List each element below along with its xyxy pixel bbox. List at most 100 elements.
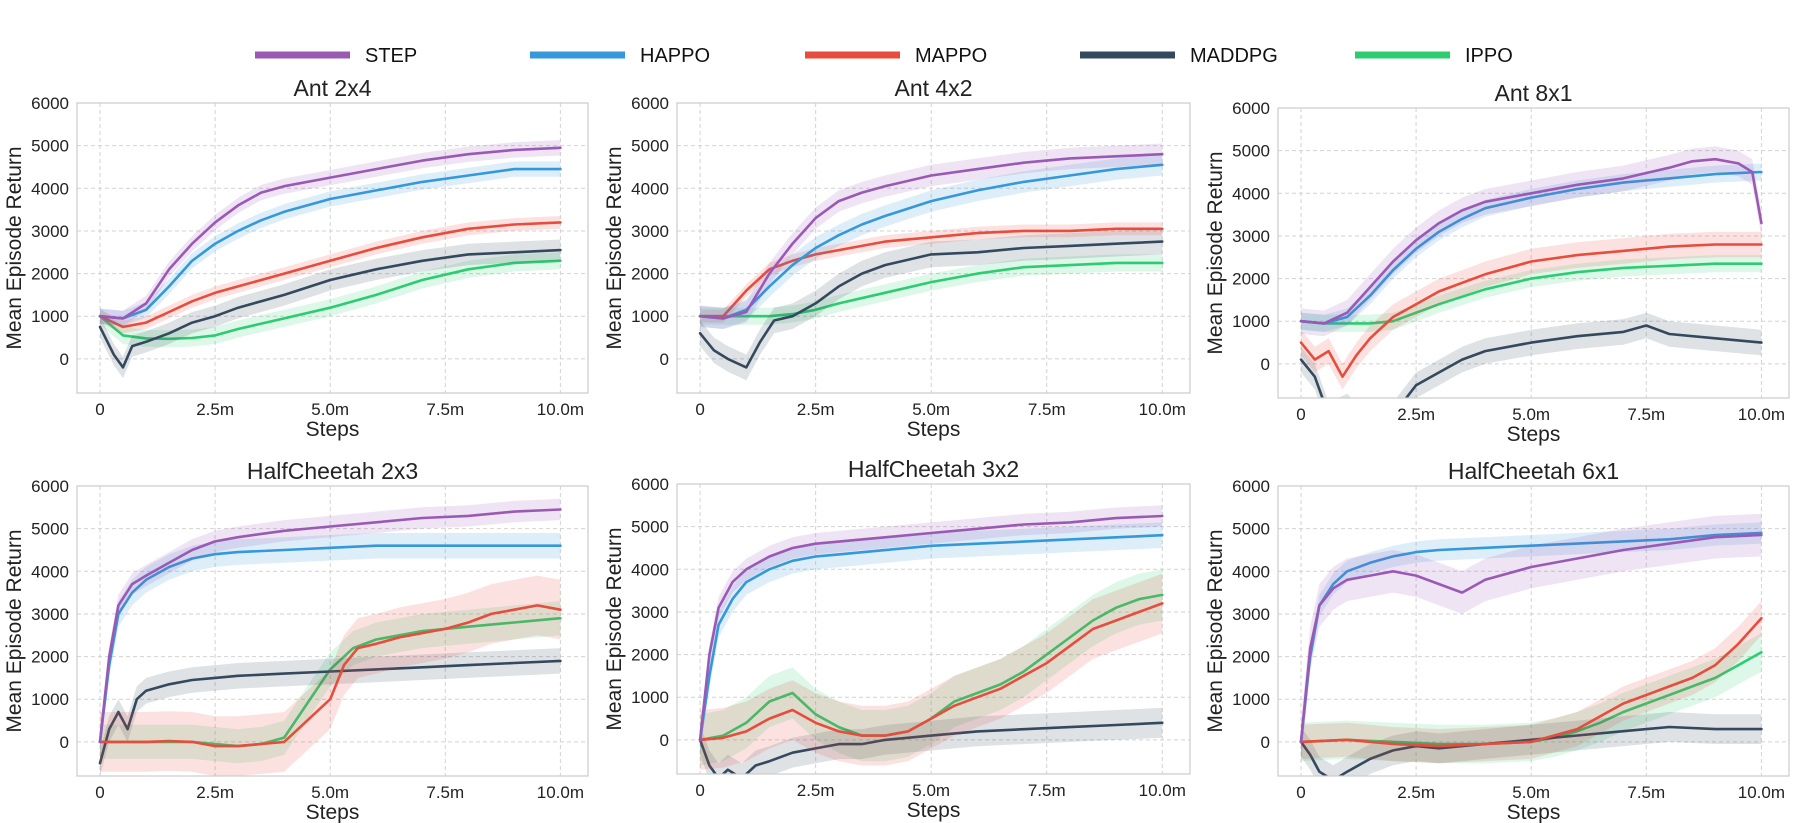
y-tick-label: 6000 (31, 477, 69, 496)
plot-frame (76, 102, 589, 394)
x-tick-label: 7.5m (1627, 405, 1665, 424)
x-tick-label: 7.5m (426, 400, 464, 419)
y-tick-label: 0 (660, 731, 669, 750)
line-maddpg (698, 240, 1164, 369)
y-tick-label: 3000 (31, 605, 69, 624)
line-step (698, 152, 1164, 320)
y-axis-label: Mean Episode Return (3, 529, 26, 732)
line-step (698, 514, 1164, 742)
gridlines (677, 102, 1190, 393)
x-tick-label: 2.5m (797, 781, 835, 800)
line-step (98, 508, 562, 744)
y-tick-label: 1000 (1232, 690, 1270, 709)
y-tick-label: 1000 (31, 307, 69, 326)
series-group (98, 498, 562, 776)
panel-title: Ant 4x2 (895, 75, 973, 101)
series-happo (1299, 163, 1763, 332)
band-step (1301, 146, 1762, 337)
line-step (1299, 157, 1763, 325)
y-tick-label: 5000 (1232, 520, 1270, 539)
plot-area (677, 103, 1190, 393)
plot-area (77, 486, 588, 776)
y-tick-label: 4000 (31, 562, 69, 581)
panel-title: HalfCheetah 6x1 (1448, 458, 1619, 484)
y-tick-label: 3000 (631, 222, 669, 241)
y-tick-label: 5000 (1232, 142, 1270, 161)
panel-halfcheetah-2x3: 0 1000 2000 3000 4000 5000 6000 0 2.5m 5.0m 7.5m 10… (3, 458, 589, 823)
x-tick-label: 0 (695, 400, 704, 419)
x-tick-label: 5.0m (1512, 783, 1550, 802)
line-maddpg (1299, 725, 1763, 776)
x-tick-label: 0 (695, 781, 704, 800)
y-tick-label: 6000 (1232, 477, 1270, 496)
y-tick-label: 0 (660, 350, 669, 369)
line-happo (98, 167, 562, 320)
line-happo (698, 533, 1164, 742)
series-step (1299, 146, 1763, 337)
series-group (698, 143, 1164, 381)
line-ippo (98, 259, 562, 341)
band-ippo (1301, 633, 1762, 764)
x-tick-label: 7.5m (1028, 400, 1066, 419)
series-ippo (698, 254, 1164, 325)
panel-halfcheetah-3x2: 0 1000 2000 3000 4000 5000 6000 0 2.5m 5.0m 7.5m 10… (603, 456, 1191, 822)
y-tick-label: 5000 (631, 518, 669, 537)
panel-halfcheetah-6x1: 0 1000 2000 3000 4000 5000 6000 0 2.5m 5.0m 7.5m 10… (1204, 458, 1790, 823)
series-happo (1299, 522, 1763, 753)
band-mappo (1301, 231, 1762, 390)
line-mappo (698, 602, 1164, 742)
x-tick-label: 5.0m (912, 781, 950, 800)
y-tick-label: 2000 (31, 265, 69, 284)
x-tick-label: 0 (1296, 783, 1305, 802)
x-tick-label: 7.5m (1028, 781, 1066, 800)
legend: STEP HAPPO MAPPO MADDPG IPPO (255, 45, 1513, 67)
y-tick-label: 6000 (631, 94, 669, 113)
legend-label-mappo: MAPPO (915, 45, 987, 67)
series-mappo (698, 573, 1164, 770)
y-tick-label: 2000 (631, 265, 669, 284)
band-maddpg (1301, 312, 1762, 398)
legend-item-happo: HAPPO (530, 45, 710, 67)
y-axis-label: Mean Episode Return (1204, 529, 1227, 732)
band-ippo (700, 569, 1163, 766)
x-tick-label: 5.0m (311, 783, 349, 802)
plot-frame (76, 485, 589, 777)
series-step (698, 505, 1164, 751)
x-tick-label: 7.5m (1627, 783, 1665, 802)
line-mappo (98, 221, 562, 329)
x-axis-label: Steps (1507, 801, 1561, 823)
y-tick-label: 3000 (31, 222, 69, 241)
y-tick-label: 5000 (631, 137, 669, 156)
x-axis-label: Steps (306, 801, 360, 823)
y-tick-label: 1000 (631, 688, 669, 707)
x-axis-label: Steps (907, 799, 961, 822)
x-tick-label: 10.0m (1738, 783, 1785, 802)
x-tick-label: 0 (1296, 405, 1305, 424)
legend-item-mappo: MAPPO (805, 45, 987, 67)
series-mappo (698, 222, 1164, 323)
panel-ant-8x1: 0 1000 2000 3000 4000 5000 6000 0 2.5m 5.0m 7.5m 10… (1204, 80, 1790, 446)
x-tick-label: 10.0m (537, 400, 584, 419)
panel-ant-2x4: 0 1000 2000 3000 4000 5000 6000 0 2.5m 5.0m 7.5m 10… (3, 75, 589, 441)
series-happo (98, 161, 562, 326)
series-maddpg (698, 707, 1164, 774)
y-axis-label: Mean Episode Return (603, 527, 626, 730)
panel-title: HalfCheetah 2x3 (247, 458, 418, 484)
series-happo (698, 522, 1164, 753)
y-tick-label: 5000 (31, 137, 69, 156)
line-ippo (1299, 650, 1763, 746)
y-tick-label: 2000 (1232, 648, 1270, 667)
legend-item-ippo: IPPO (1355, 45, 1513, 67)
y-tick-label: 1000 (631, 307, 669, 326)
panel-title: Ant 8x1 (1495, 80, 1573, 106)
line-happo (98, 544, 562, 744)
series-step (1299, 513, 1763, 764)
line-ippo (1299, 262, 1763, 325)
series-maddpg (698, 228, 1164, 381)
y-tick-label: 2000 (31, 648, 69, 667)
plot-frame (1277, 107, 1790, 399)
y-tick-label: 4000 (631, 560, 669, 579)
legend-item-maddpg: MADDPG (1080, 45, 1278, 67)
x-tick-label: 10.0m (1139, 781, 1186, 800)
